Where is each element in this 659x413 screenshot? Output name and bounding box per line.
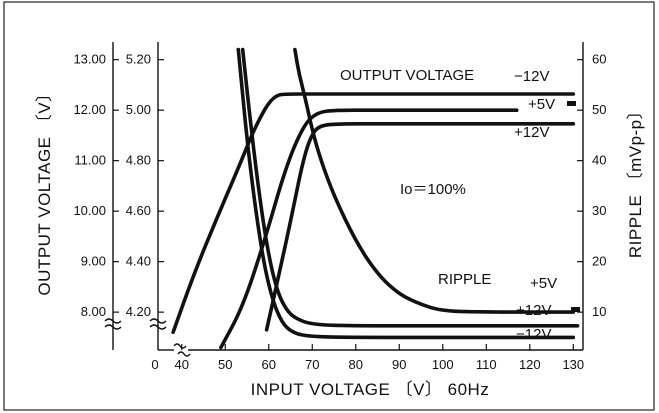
y-left-outer-tick-label: 9.00 xyxy=(81,254,106,269)
annotation-ripple: RIPPLE xyxy=(438,271,491,288)
y-axis-left-inner-break-mark xyxy=(149,318,167,324)
x-tick-label: 110 xyxy=(476,357,497,372)
annotation-load: Io＝100% xyxy=(400,181,466,198)
label-ripple-plus5v: +5V xyxy=(530,275,557,292)
series-group xyxy=(171,47,580,350)
y-left-outer-tick-label: 10.00 xyxy=(73,203,106,218)
label-output-minus12v: −12V xyxy=(514,68,549,85)
y-left-inner-tick-label: 4.40 xyxy=(126,254,151,269)
label-ripple-plus12v: +12V xyxy=(516,302,551,319)
y-right-tick-label: 10 xyxy=(592,304,606,319)
y-axis-title-right: RIPPLE 〔mVp-p〕 xyxy=(626,102,645,258)
series-line-output-plus5v xyxy=(219,108,519,350)
y-right-tick-label: 50 xyxy=(592,102,606,117)
x-tick-label: 90 xyxy=(392,357,406,372)
x-tick-label: 0 xyxy=(151,357,158,372)
y-left-inner-tick-label: 4.60 xyxy=(126,203,151,218)
y-right-tick-label: 60 xyxy=(592,52,606,67)
y-left-inner-tick-label: 4.80 xyxy=(126,153,151,168)
annotation-output-voltage: OUTPUT VOLTAGE xyxy=(340,67,474,84)
label-ripple-minus12v: −12V xyxy=(516,326,551,343)
x-tick-label: 100 xyxy=(432,357,454,372)
x-tick-label: 120 xyxy=(519,357,541,372)
y-axis-left-inner-break-mark xyxy=(149,324,167,330)
y-right-tick-label: 20 xyxy=(592,254,606,269)
y-right-tick-label: 40 xyxy=(592,153,606,168)
y-left-outer-tick-label: 11.00 xyxy=(74,153,106,168)
series-line-ripple-minus12v xyxy=(236,47,576,340)
label-output-plus5v-marker xyxy=(567,101,576,106)
tick-labels: 8.00 9.00 10.00 11.00 12.00 13.00 4.20 4.40 4.60… xyxy=(73,52,606,372)
y-left-inner-tick-label: 5.00 xyxy=(126,102,151,117)
x-axis-break-mark xyxy=(177,351,191,357)
label-output-plus5v: +5V xyxy=(528,96,555,113)
y-left-outer-tick-label: 12.00 xyxy=(73,102,106,117)
chart-border xyxy=(3,1,655,411)
y-axis-left-outer-break-mark xyxy=(104,318,122,324)
y-left-outer-tick-label: 13.00 xyxy=(73,52,106,67)
x-tick-label: 40 xyxy=(175,357,189,372)
y-left-inner-tick-label: 5.20 xyxy=(126,52,151,67)
x-tick-label: 80 xyxy=(349,357,363,372)
series-line-ripple-plus12v xyxy=(240,47,580,328)
x-axis-title: INPUT VOLTAGE 〔V〕 60Hz xyxy=(251,380,490,399)
x-tick-label: 130 xyxy=(562,357,584,372)
y-axis-left-outer-break-mark xyxy=(104,324,122,330)
y-left-outer-tick-label: 8.00 xyxy=(81,304,106,319)
y-right-tick-label: 30 xyxy=(592,203,606,218)
label-ripple-plus12v-marker xyxy=(571,307,580,312)
x-axis-break-mark xyxy=(173,343,187,349)
x-tick-label: 50 xyxy=(218,357,232,372)
series-line-output-minus12v xyxy=(171,92,576,335)
x-tick-label: 70 xyxy=(305,357,319,372)
label-output-plus12v: +12V xyxy=(514,124,549,141)
axes xyxy=(104,42,584,357)
x-tick-label: 60 xyxy=(262,357,276,372)
series-line-output-plus12v xyxy=(264,121,576,332)
y-axis-title-left: OUTPUT VOLTAGE 〔V〕 xyxy=(35,84,54,295)
series-line-ripple-plus5v xyxy=(293,47,576,314)
y-left-inner-tick-label: 4.20 xyxy=(126,304,151,319)
